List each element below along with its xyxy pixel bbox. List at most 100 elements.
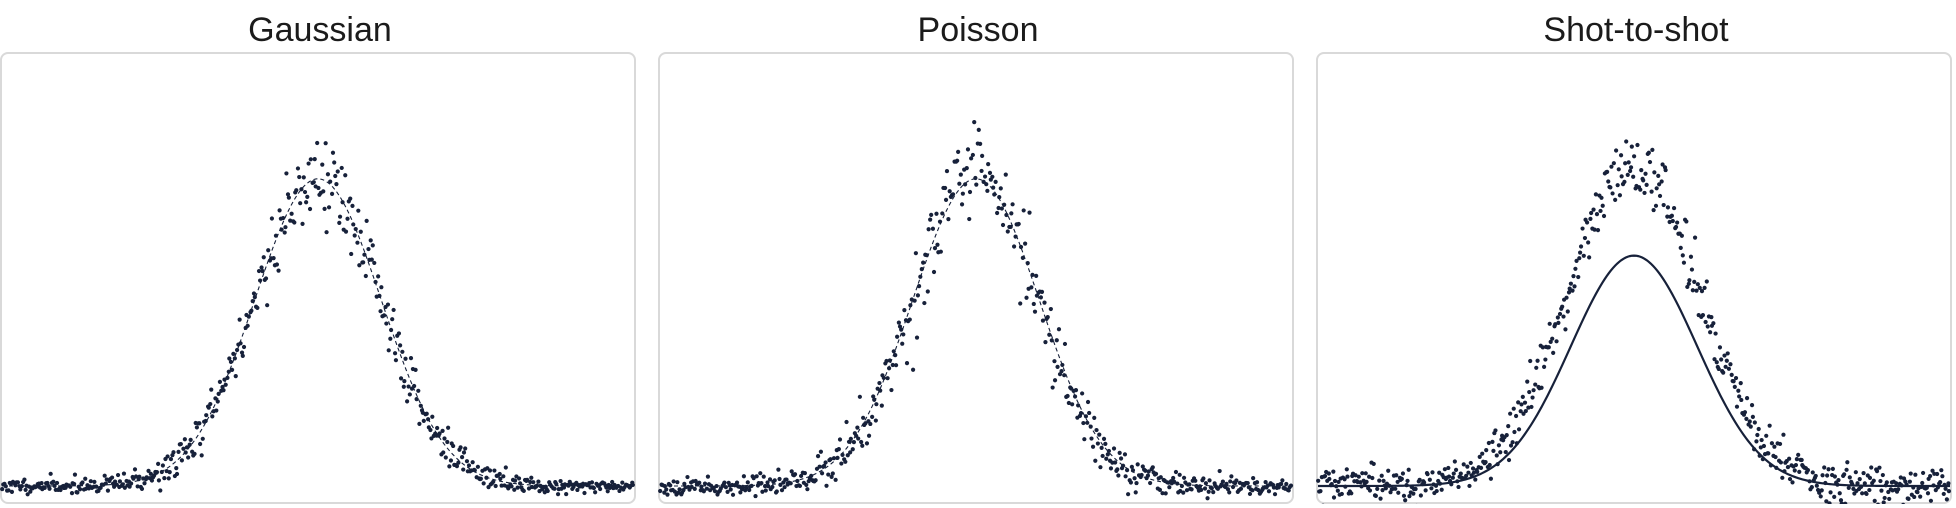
data-point [430,415,434,419]
data-point [915,335,919,339]
data-point [1850,482,1854,486]
data-point [722,480,726,484]
data-point [823,460,827,464]
data-point [0,487,4,491]
data-point [1136,462,1140,466]
data-point [1284,482,1288,486]
data-point [1094,428,1098,432]
data-point [1446,466,1450,470]
data-point [1585,220,1589,224]
data-point [249,309,253,313]
data-point [914,251,918,255]
data-point [92,480,96,484]
data-point [837,447,841,451]
data-point [1721,371,1725,375]
data-point [1411,492,1415,496]
data-point [940,211,944,215]
data-point [894,363,898,367]
data-point [1175,481,1179,485]
data-point [1251,476,1255,480]
data-point [517,476,521,480]
data-point [231,352,235,356]
data-point [1065,394,1069,398]
data-point [1375,487,1379,491]
data-point [24,488,28,492]
data-point [435,426,439,430]
data-point [39,481,43,485]
data-point [1875,469,1879,473]
data-point [1701,313,1705,317]
data-point [403,357,407,361]
chart-title: Poisson [658,8,1298,52]
data-point [296,166,300,170]
data-point [104,481,108,485]
data-point [1349,491,1353,495]
data-point [426,417,430,421]
data-point [1735,405,1739,409]
data-point [1936,485,1940,489]
data-point [197,421,201,425]
data-point [1935,472,1939,476]
data-point [1123,452,1127,456]
data-point [901,332,905,336]
data-point [1449,482,1453,486]
data-point [1435,489,1439,493]
data-point [1815,484,1819,488]
data-point [1748,419,1752,423]
data-point [835,456,839,460]
data-point [1239,487,1243,491]
data-point [1547,345,1551,349]
data-point [1556,321,1560,325]
data-point [1171,476,1175,480]
data-point [186,455,190,459]
data-point [1101,454,1105,458]
data-point [463,446,467,450]
data-point [1118,451,1122,455]
data-point [1370,476,1374,480]
data-point [1345,474,1349,478]
data-point [960,202,964,206]
data-point [1599,196,1603,200]
data-point [279,228,283,232]
data-point [442,436,446,440]
data-point [22,478,26,482]
data-point [1758,454,1762,458]
data-point [929,213,933,217]
data-point [133,467,137,471]
data-point [928,218,932,222]
data-point [1652,208,1656,212]
data-point [51,480,55,484]
data-point [1639,168,1643,172]
data-point [620,481,624,485]
data-point [878,388,882,392]
data-point [379,285,383,289]
data-point [343,173,347,177]
data-point [1672,206,1676,210]
data-point [1896,487,1900,491]
data-point [160,470,164,474]
data-point [1872,479,1876,483]
data-point [1248,492,1252,496]
data-point [204,419,208,423]
data-point [1255,480,1259,484]
data-point [851,447,855,451]
data-point [462,450,466,454]
data-point [677,487,681,491]
data-point [513,479,517,483]
data-point [1811,470,1815,474]
data-point [1327,477,1331,481]
data-point [1807,479,1811,483]
panel-gaussian: Gaussian [0,0,640,508]
data-point [867,434,871,438]
data-point [1674,225,1678,229]
data-point [1900,483,1904,487]
data-point [1761,457,1765,461]
data-point [1273,492,1277,496]
data-point [925,253,929,257]
data-point [1630,145,1634,149]
data-point [1779,460,1783,464]
data-point [140,487,144,491]
data-point [1425,472,1429,476]
data-point [447,464,451,468]
data-point [234,374,238,378]
